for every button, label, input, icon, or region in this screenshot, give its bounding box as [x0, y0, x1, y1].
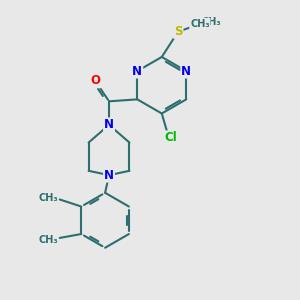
Text: N: N: [181, 64, 191, 78]
Text: N: N: [104, 169, 114, 182]
Text: CH₃: CH₃: [190, 19, 210, 28]
Text: Cl: Cl: [164, 131, 177, 144]
Text: S: S: [174, 25, 182, 38]
Text: CH₃: CH₃: [202, 17, 221, 27]
Text: CH₃: CH₃: [38, 193, 58, 202]
Text: O: O: [90, 74, 100, 87]
Text: N: N: [104, 118, 114, 131]
Text: N: N: [132, 64, 142, 78]
Text: CH₃: CH₃: [38, 235, 58, 245]
